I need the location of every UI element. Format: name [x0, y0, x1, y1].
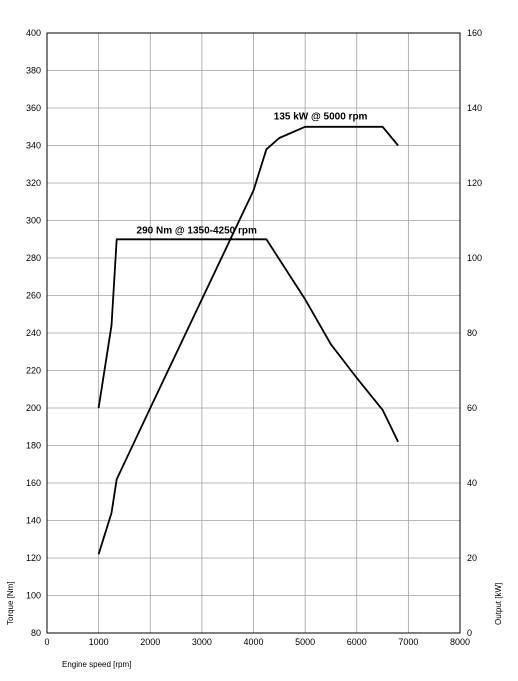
- plot-frame: [46, 32, 461, 634]
- x-tick-label: 1000: [89, 637, 109, 647]
- y-right-tick-label: 140: [467, 103, 482, 113]
- y-left-tick-label: 300: [26, 216, 41, 226]
- torque-curve: [97, 238, 399, 443]
- y-left-tick-label: 380: [26, 66, 41, 76]
- y-left-tick-label: 320: [26, 178, 41, 188]
- y-left-tick-label: 200: [26, 403, 41, 413]
- y-left-tick-label: 220: [26, 366, 41, 376]
- y-left-tick-label: 180: [26, 441, 41, 451]
- y-left-tick-label: 80: [31, 628, 41, 638]
- y-left-tick-label: 160: [26, 478, 41, 488]
- y-right-tick-label: 80: [467, 328, 477, 338]
- output-curve: [97, 125, 399, 555]
- x-tick-label: 5000: [295, 637, 315, 647]
- x-axis-title: Engine speed [rpm]: [62, 660, 131, 669]
- y-right-tick-label: 0: [467, 628, 472, 638]
- y-right-tick-label: 20: [467, 553, 477, 563]
- grid: [46, 32, 461, 634]
- y-right-tick-labels: 0 20 40 60 80 100 120 140 160: [467, 28, 482, 638]
- y-right-tick-label: 40: [467, 478, 477, 488]
- annotation-label: 290 Nm @ 1350-4250 rpm: [137, 226, 257, 237]
- y-left-tick-label: 360: [26, 103, 41, 113]
- x-tick-label: 6000: [347, 637, 367, 647]
- x-tick-labels: 0 1000 2000 3000 4000 5000 6000 7000 8000: [44, 637, 470, 647]
- y-left-tick-label: 120: [26, 553, 41, 563]
- y-left-tick-labels: 80 100 120 140 160 180 200 220 240 260 280 300 320 34…: [26, 28, 41, 638]
- series-layer: [97, 125, 399, 555]
- x-tick-label: 8000: [450, 637, 470, 647]
- y-right-tick-label: 60: [467, 403, 477, 413]
- y-right-tick-label: 100: [467, 253, 482, 263]
- x-tick-label: 7000: [398, 637, 418, 647]
- annotation-label: 135 kW @ 5000 rpm: [274, 111, 368, 122]
- y-right-axis-title: Output [kW]: [494, 583, 503, 625]
- y-left-tick-label: 340: [26, 141, 41, 151]
- y-left-tick-label: 100: [26, 591, 41, 601]
- y-left-tick-label: 400: [26, 28, 41, 38]
- x-tick-label: 4000: [243, 637, 263, 647]
- x-tick-label: 2000: [140, 637, 160, 647]
- y-right-tick-label: 120: [467, 178, 482, 188]
- y-left-tick-label: 240: [26, 328, 41, 338]
- y-left-tick-label: 280: [26, 253, 41, 263]
- y-left-tick-label: 260: [26, 291, 41, 301]
- y-left-axis-title: Torque [Nm]: [6, 581, 15, 625]
- x-tick-label: 0: [44, 637, 49, 647]
- y-right-tick-label: 160: [467, 28, 482, 38]
- x-tick-label: 3000: [192, 637, 212, 647]
- annotations: 290 Nm @ 1350-4250 rpm 135 kW @ 5000 rpm: [137, 111, 368, 236]
- y-left-tick-label: 140: [26, 516, 41, 526]
